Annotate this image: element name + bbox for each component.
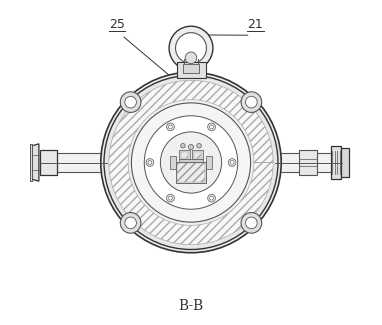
Bar — [181, 151, 188, 158]
Circle shape — [110, 81, 272, 244]
Circle shape — [188, 144, 194, 150]
Circle shape — [208, 123, 215, 131]
Circle shape — [228, 159, 236, 166]
Circle shape — [148, 161, 152, 164]
Circle shape — [181, 144, 185, 148]
Bar — [177, 163, 205, 182]
Bar — [183, 64, 199, 73]
Circle shape — [185, 52, 197, 64]
Circle shape — [230, 161, 234, 164]
Circle shape — [241, 92, 262, 112]
Circle shape — [197, 144, 201, 148]
Bar — [170, 156, 176, 169]
Circle shape — [246, 96, 257, 108]
Bar — [179, 159, 203, 162]
Bar — [30, 144, 32, 181]
Text: 21: 21 — [248, 18, 263, 31]
Bar — [206, 156, 212, 169]
Circle shape — [167, 194, 174, 202]
Polygon shape — [30, 144, 39, 181]
Text: 25: 25 — [109, 18, 125, 31]
Circle shape — [176, 32, 206, 64]
Circle shape — [125, 217, 136, 229]
Text: B-B: B-B — [178, 299, 204, 313]
Bar — [176, 162, 206, 183]
Bar — [299, 150, 317, 176]
Polygon shape — [109, 80, 273, 245]
Circle shape — [241, 213, 262, 233]
Bar — [192, 150, 202, 159]
Bar — [194, 151, 201, 158]
Circle shape — [144, 116, 238, 209]
Circle shape — [167, 123, 174, 131]
Circle shape — [168, 196, 172, 200]
Circle shape — [125, 96, 136, 108]
Circle shape — [131, 103, 251, 222]
Circle shape — [104, 75, 278, 250]
Bar — [341, 148, 349, 177]
Bar — [180, 150, 190, 159]
Circle shape — [146, 159, 154, 166]
Circle shape — [208, 194, 215, 202]
Circle shape — [169, 26, 213, 70]
Bar — [40, 153, 101, 172]
Circle shape — [120, 213, 141, 233]
Circle shape — [120, 92, 141, 112]
Circle shape — [210, 196, 214, 200]
Circle shape — [210, 125, 214, 129]
Circle shape — [101, 72, 281, 253]
Bar — [176, 62, 206, 78]
Circle shape — [168, 125, 172, 129]
Circle shape — [246, 217, 257, 229]
Circle shape — [160, 132, 222, 193]
Bar — [331, 146, 341, 179]
Bar — [40, 150, 57, 175]
Bar — [275, 153, 346, 172]
